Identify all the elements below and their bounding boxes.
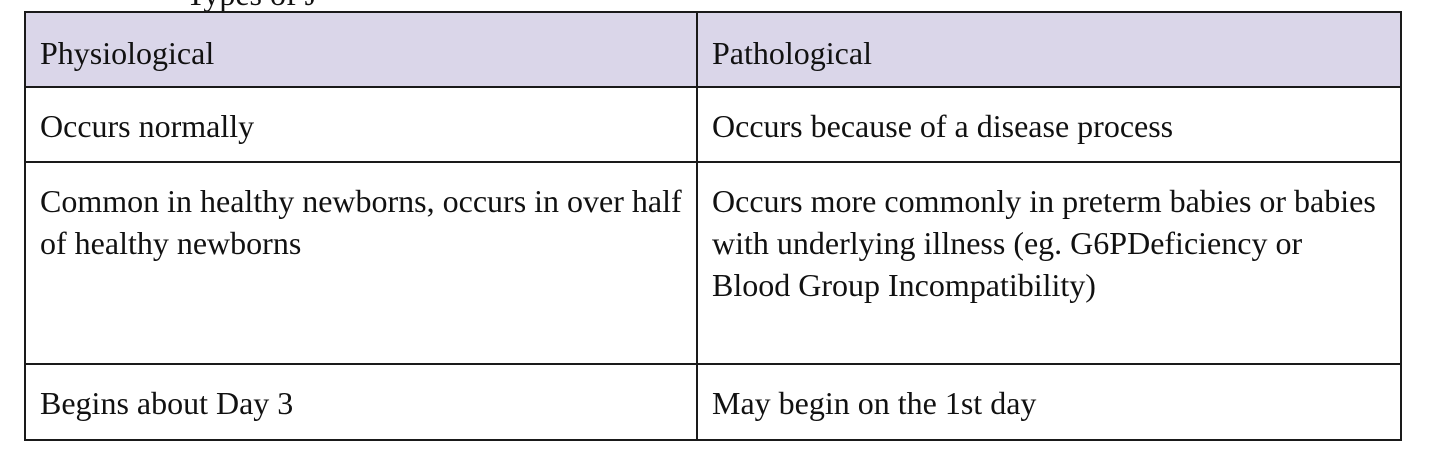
pathological-cell: Occurs more commonly in preterm babies o… — [696, 161, 1402, 365]
table-row: Occurs normally Occurs because of a dise… — [24, 86, 1402, 163]
comparison-table: Physiological Pathological Occurs normal… — [24, 11, 1402, 441]
cutoff-heading: Types of J — [186, 0, 317, 10]
header-pathological: Pathological — [696, 11, 1402, 88]
table-row: Common in healthy newborns, occurs in ov… — [24, 161, 1402, 365]
table-row: Begins about Day 3 May begin on the 1st … — [24, 363, 1402, 441]
pathological-cell: May begin on the 1st day — [696, 363, 1402, 441]
physiological-cell: Occurs normally — [24, 86, 698, 163]
table-header-row: Physiological Pathological — [24, 11, 1402, 88]
header-physiological: Physiological — [24, 11, 698, 88]
physiological-cell: Begins about Day 3 — [24, 363, 698, 441]
physiological-cell: Common in healthy newborns, occurs in ov… — [24, 161, 698, 365]
pathological-cell: Occurs because of a disease process — [696, 86, 1402, 163]
